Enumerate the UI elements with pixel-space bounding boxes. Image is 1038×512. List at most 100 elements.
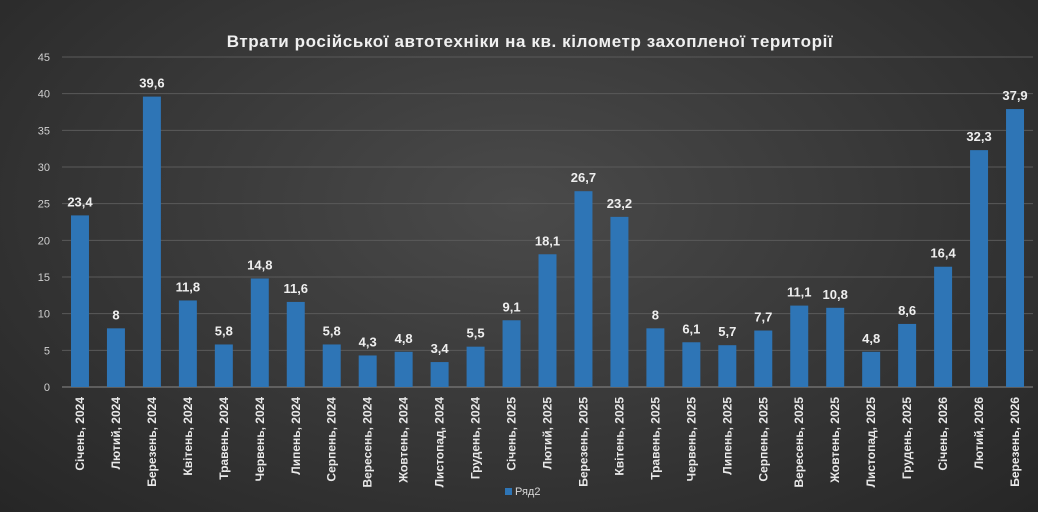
- bar: [430, 362, 449, 387]
- y-tick-label: 25: [38, 199, 50, 211]
- bar: [286, 301, 305, 387]
- data-label: 32,3: [966, 129, 991, 144]
- data-label: 5,7: [718, 324, 736, 339]
- y-tick-label: 30: [38, 162, 50, 174]
- x-tick-label: Грудень, 2025: [900, 397, 914, 479]
- bar: [790, 305, 809, 387]
- data-label: 14,8: [247, 257, 272, 272]
- x-tick-label: Серпень, 2024: [325, 397, 339, 482]
- legend: Ряд2: [505, 486, 540, 498]
- data-label: 4,8: [862, 331, 880, 346]
- x-tick-label: Червень, 2024: [253, 397, 267, 482]
- chart-title: Втрати російської автотехніки на кв. кіл…: [227, 32, 834, 51]
- bar: [466, 346, 485, 387]
- bar: [970, 150, 989, 387]
- bar: [142, 96, 161, 387]
- data-label: 6,1: [682, 321, 700, 336]
- bar: [178, 300, 197, 387]
- x-tick-label: Березень, 2024: [145, 397, 159, 487]
- data-label: 3,4: [431, 341, 450, 356]
- bar: [70, 215, 89, 387]
- bar: [826, 307, 845, 387]
- bar: [574, 191, 593, 387]
- bar: [538, 254, 557, 387]
- data-label: 10,8: [823, 287, 848, 302]
- x-tick-label: Січень, 2026: [936, 397, 950, 471]
- x-tick-label: Липень, 2024: [289, 397, 303, 475]
- bar: [322, 344, 341, 387]
- data-label: 23,2: [607, 196, 632, 211]
- data-label: 23,4: [67, 194, 93, 209]
- data-label: 16,4: [930, 246, 956, 261]
- x-tick-label: Травень, 2024: [217, 397, 231, 480]
- bar: [754, 330, 773, 387]
- x-tick-label: Березень, 2026: [1008, 397, 1022, 487]
- x-tick-label: Лютий, 2024: [109, 397, 123, 470]
- data-label: 11,6: [283, 281, 308, 296]
- y-tick-label: 40: [38, 89, 50, 101]
- x-tick-label: Грудень, 2024: [469, 397, 483, 479]
- x-tick-label: Лютий, 2025: [541, 397, 555, 470]
- bar: [682, 342, 701, 387]
- bar: [646, 328, 665, 387]
- data-labels: 23,4 8 39,6 11,8 5,8 14,8 11,6 5,8 4,3 4,8 3,4 5,5 9…: [67, 76, 1027, 356]
- legend-swatch: [505, 488, 512, 495]
- data-label: 18,1: [535, 233, 560, 248]
- bar: [358, 355, 377, 387]
- y-tick-label: 10: [38, 309, 50, 321]
- x-tick-label: Жовтень, 2024: [397, 397, 411, 484]
- bar: [394, 351, 413, 387]
- y-tick-label: 5: [44, 345, 50, 357]
- bar: [610, 216, 629, 387]
- bar: [106, 328, 125, 387]
- y-tick-label: 20: [38, 235, 50, 247]
- data-label: 8: [652, 307, 659, 322]
- x-tick-label: Березень, 2025: [576, 397, 590, 487]
- x-tick-label: Вересень, 2025: [792, 397, 806, 488]
- bar: [718, 345, 737, 387]
- x-tick-label: Липень, 2025: [720, 397, 734, 475]
- x-tick-label: Травень, 2025: [648, 397, 662, 480]
- y-tick-label: 15: [38, 272, 50, 284]
- data-label: 7,7: [754, 310, 772, 325]
- data-label: 8,6: [898, 303, 916, 318]
- data-label: 5,5: [467, 326, 485, 341]
- x-tick-label: Лютий, 2026: [972, 397, 986, 470]
- bars: [70, 96, 1025, 388]
- bar: [934, 266, 953, 387]
- x-tick-label: Жовтень, 2025: [828, 397, 842, 484]
- bar: [898, 323, 917, 387]
- data-label: 39,6: [139, 76, 164, 91]
- bar: [502, 320, 521, 387]
- data-label: 11,1: [787, 285, 812, 300]
- data-label: 8: [112, 307, 119, 322]
- x-tick-label: Листопад, 2025: [864, 397, 878, 488]
- x-tick-label: Червень, 2025: [684, 397, 698, 482]
- bar: [862, 351, 881, 387]
- bar: [1006, 109, 1025, 388]
- x-tick-label: Квітень, 2025: [612, 397, 626, 476]
- x-tick-label: Січень, 2025: [505, 397, 519, 471]
- data-label: 9,1: [502, 299, 520, 314]
- data-label: 5,8: [215, 323, 233, 338]
- bar: [214, 344, 233, 387]
- data-label: 4,3: [359, 334, 377, 349]
- y-tick-label: 0: [44, 382, 50, 394]
- x-tick-label: Січень, 2024: [73, 397, 87, 471]
- data-label: 4,8: [395, 331, 413, 346]
- y-tick-label: 45: [38, 52, 50, 64]
- x-tick-label: Квітень, 2024: [181, 397, 195, 476]
- y-axis-ticks: 0 5 10 15 20 25 30 35 40 45: [38, 52, 50, 394]
- x-tick-label: Листопад, 2024: [433, 397, 447, 488]
- data-label: 11,8: [176, 279, 201, 294]
- data-label: 26,7: [571, 170, 596, 185]
- data-label: 37,9: [1002, 88, 1027, 103]
- y-tick-label: 35: [38, 125, 50, 137]
- data-label: 5,8: [323, 323, 341, 338]
- x-axis-ticks: Січень, 2024 Лютий, 2024 Березень, 2024 Кві…: [73, 397, 1022, 488]
- legend-label: Ряд2: [515, 486, 540, 498]
- x-tick-label: Вересень, 2024: [361, 397, 375, 488]
- bar: [250, 278, 269, 387]
